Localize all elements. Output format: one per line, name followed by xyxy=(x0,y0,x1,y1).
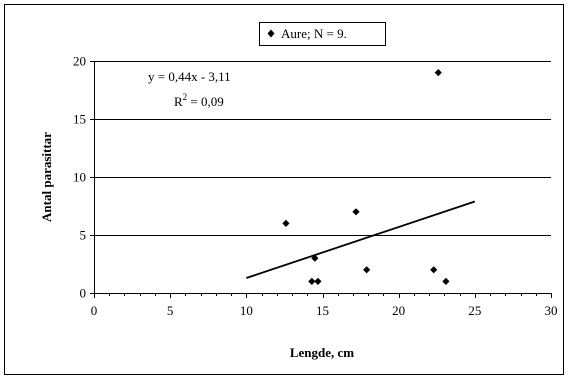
x-tick-label: 5 xyxy=(167,303,174,318)
r-squared-superscript: 2 xyxy=(183,92,188,102)
r-squared-prefix: R xyxy=(174,94,183,109)
x-axis-title: Lengde, cm xyxy=(290,345,354,360)
x-tick-label: 30 xyxy=(545,303,558,318)
trendline-group xyxy=(246,200,476,279)
x-tick-label: 15 xyxy=(316,303,329,318)
y-tick-label: 10 xyxy=(73,170,86,185)
gridlines xyxy=(94,61,551,236)
r-squared-value: = 0,09 xyxy=(187,94,224,109)
legend-box xyxy=(259,22,386,46)
data-points xyxy=(282,69,450,285)
trendline xyxy=(246,200,476,279)
data-point xyxy=(311,254,319,262)
x-tick-label: 0 xyxy=(91,303,98,318)
data-point xyxy=(352,208,360,216)
x-tick-labels: 0 5 10 15 20 25 30 xyxy=(91,303,558,318)
data-point xyxy=(282,219,290,227)
legend-label: Aure; N = 9. xyxy=(281,26,347,41)
data-point xyxy=(430,266,438,274)
data-point xyxy=(363,266,371,274)
legend-diamond-marker xyxy=(267,29,275,38)
data-point xyxy=(442,277,450,285)
y-axis-title: Antal parasittar xyxy=(39,132,54,222)
y-tick-labels: 0 5 10 15 20 xyxy=(73,54,86,301)
data-point xyxy=(314,277,322,285)
tick-marks xyxy=(90,61,552,298)
data-point xyxy=(308,277,316,285)
y-tick-label: 0 xyxy=(80,286,87,301)
legend: Aure; N = 9. xyxy=(259,22,386,46)
y-tick-label: 20 xyxy=(73,54,86,69)
x-tick-label: 10 xyxy=(240,303,253,318)
chart-frame xyxy=(4,4,564,375)
trendline-equation: y = 0,44x - 3,11 xyxy=(148,69,231,84)
r-squared-label: R2 = 0,09 xyxy=(174,92,224,109)
x-tick-label: 25 xyxy=(468,303,481,318)
data-point xyxy=(434,69,442,77)
y-tick-label: 5 xyxy=(80,228,87,243)
y-tick-label: 15 xyxy=(73,112,86,127)
x-tick-label: 20 xyxy=(392,303,405,318)
